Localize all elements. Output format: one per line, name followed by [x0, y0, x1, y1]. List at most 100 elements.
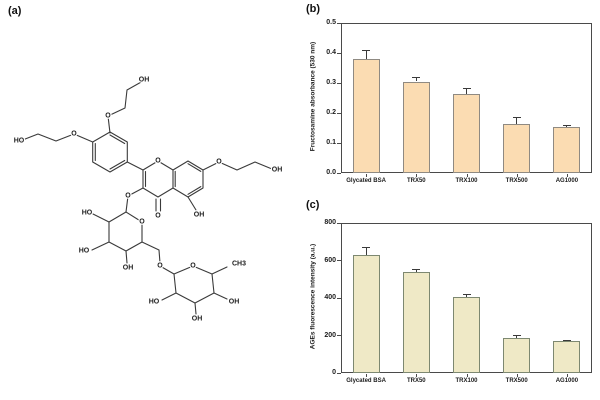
- error-bar-cap: [362, 50, 371, 52]
- y-tick-mark: [336, 222, 341, 224]
- error-bar-line: [365, 247, 367, 255]
- x-tick-label: Glycated BSA: [346, 178, 386, 184]
- bar: [553, 341, 581, 373]
- y-tick-label: 0: [332, 369, 336, 376]
- error-bar-line: [566, 125, 568, 128]
- atom-label: OH: [123, 265, 134, 272]
- y-tick-label: 0.0: [326, 169, 336, 176]
- atom-label: O: [105, 113, 111, 120]
- x-tick-label: TRX50: [406, 378, 426, 384]
- error-bar-cap: [362, 246, 371, 248]
- error-bar-cap: [412, 77, 421, 79]
- atom-label: CH3: [232, 261, 246, 268]
- atom-label: HO: [79, 248, 90, 255]
- y-tick-mark: [336, 22, 341, 24]
- y-tick-label: 400: [324, 294, 336, 301]
- error-bar-line: [516, 335, 518, 339]
- x-tick-mark: [416, 374, 418, 377]
- panel-b-label: (b): [306, 3, 321, 15]
- panel-c-label: (c): [306, 199, 320, 211]
- x-tick-mark: [466, 374, 468, 377]
- error-bar-line: [466, 88, 467, 95]
- x-tick-label: AG1000: [555, 178, 579, 184]
- atom-label: O: [190, 263, 196, 270]
- bar: [352, 59, 380, 173]
- y-tick-mark: [336, 112, 341, 114]
- error-bar-cap: [562, 339, 571, 341]
- x-tick-label: TRX500: [505, 378, 528, 384]
- y-tick-label: 600: [324, 256, 336, 264]
- atom-label: O: [155, 158, 161, 165]
- error-bar-line: [365, 50, 367, 59]
- y-tick-mark: [336, 260, 341, 261]
- atom-label: OH: [229, 299, 240, 306]
- fructosamine-y-axis-title: Fructosamine absorbance (530 nm): [309, 41, 317, 152]
- y-tick-mark: [336, 335, 341, 336]
- y-tick-label: 0.5: [326, 19, 336, 26]
- atom-label: HO: [149, 299, 160, 306]
- x-tick-label: Glycated BSA: [346, 378, 386, 384]
- y-tick-mark: [336, 52, 341, 54]
- error-bar-cap: [462, 294, 471, 296]
- bar: [503, 124, 531, 173]
- y-tick-mark: [336, 372, 341, 374]
- x-tick-label: TRX100: [455, 378, 478, 384]
- atom-label: O: [125, 193, 131, 200]
- error-bar-line: [415, 269, 417, 273]
- atom-label: O: [139, 219, 145, 226]
- atom-label: O: [71, 131, 77, 138]
- error-bar-line: [415, 77, 417, 82]
- x-tick-label: TRX50: [406, 178, 426, 184]
- error-bar-cap: [412, 269, 421, 270]
- y-tick-label: 0.4: [326, 49, 336, 56]
- bar: [503, 338, 531, 373]
- error-bar-cap: [462, 87, 471, 89]
- y-tick-label: 200: [324, 331, 336, 339]
- y-tick-label: 0.2: [326, 109, 336, 116]
- atom-label: HO: [14, 138, 25, 145]
- atom-label: OH: [139, 77, 150, 84]
- bar: [453, 94, 480, 173]
- bar: [553, 127, 581, 173]
- error-bar-line: [566, 340, 568, 342]
- y-tick-label: 0.3: [326, 79, 336, 86]
- bar: [352, 254, 380, 373]
- atom-label: OH: [194, 212, 205, 219]
- bar: [402, 272, 430, 373]
- x-tick-mark: [516, 374, 518, 377]
- y-tick-mark: [336, 82, 341, 84]
- x-tick-mark: [566, 174, 568, 177]
- y-tick-mark: [336, 297, 341, 299]
- atom-label: OH: [192, 316, 203, 323]
- x-tick-label: TRX500: [505, 178, 528, 184]
- atom-label: O: [216, 159, 222, 166]
- x-tick-label: AG1000: [555, 378, 579, 384]
- y-tick-label: 800: [324, 219, 336, 226]
- atom-label: HO: [82, 210, 93, 217]
- x-tick-mark: [466, 174, 468, 177]
- x-tick-mark: [566, 374, 568, 377]
- x-tick-mark: [366, 374, 368, 377]
- error-bar-line: [466, 294, 467, 297]
- x-tick-mark: [366, 174, 368, 177]
- x-tick-mark: [416, 174, 418, 177]
- error-bar-cap: [512, 116, 521, 118]
- y-tick-label: 0.1: [326, 139, 336, 146]
- atom-label: O: [157, 263, 163, 270]
- panel-a-label: (a): [8, 5, 22, 17]
- x-tick-mark: [516, 174, 518, 177]
- atom-label: OH: [272, 167, 283, 174]
- y-tick-mark: [336, 142, 341, 144]
- atom-label: O: [155, 213, 161, 220]
- molecule-bonds: [19, 80, 273, 315]
- error-bar-cap: [562, 125, 571, 127]
- error-bar-line: [516, 117, 518, 125]
- error-bar-cap: [512, 335, 521, 337]
- y-tick-mark: [336, 172, 341, 174]
- bar: [402, 81, 430, 173]
- x-tick-label: TRX100: [455, 178, 478, 184]
- bar: [453, 296, 480, 373]
